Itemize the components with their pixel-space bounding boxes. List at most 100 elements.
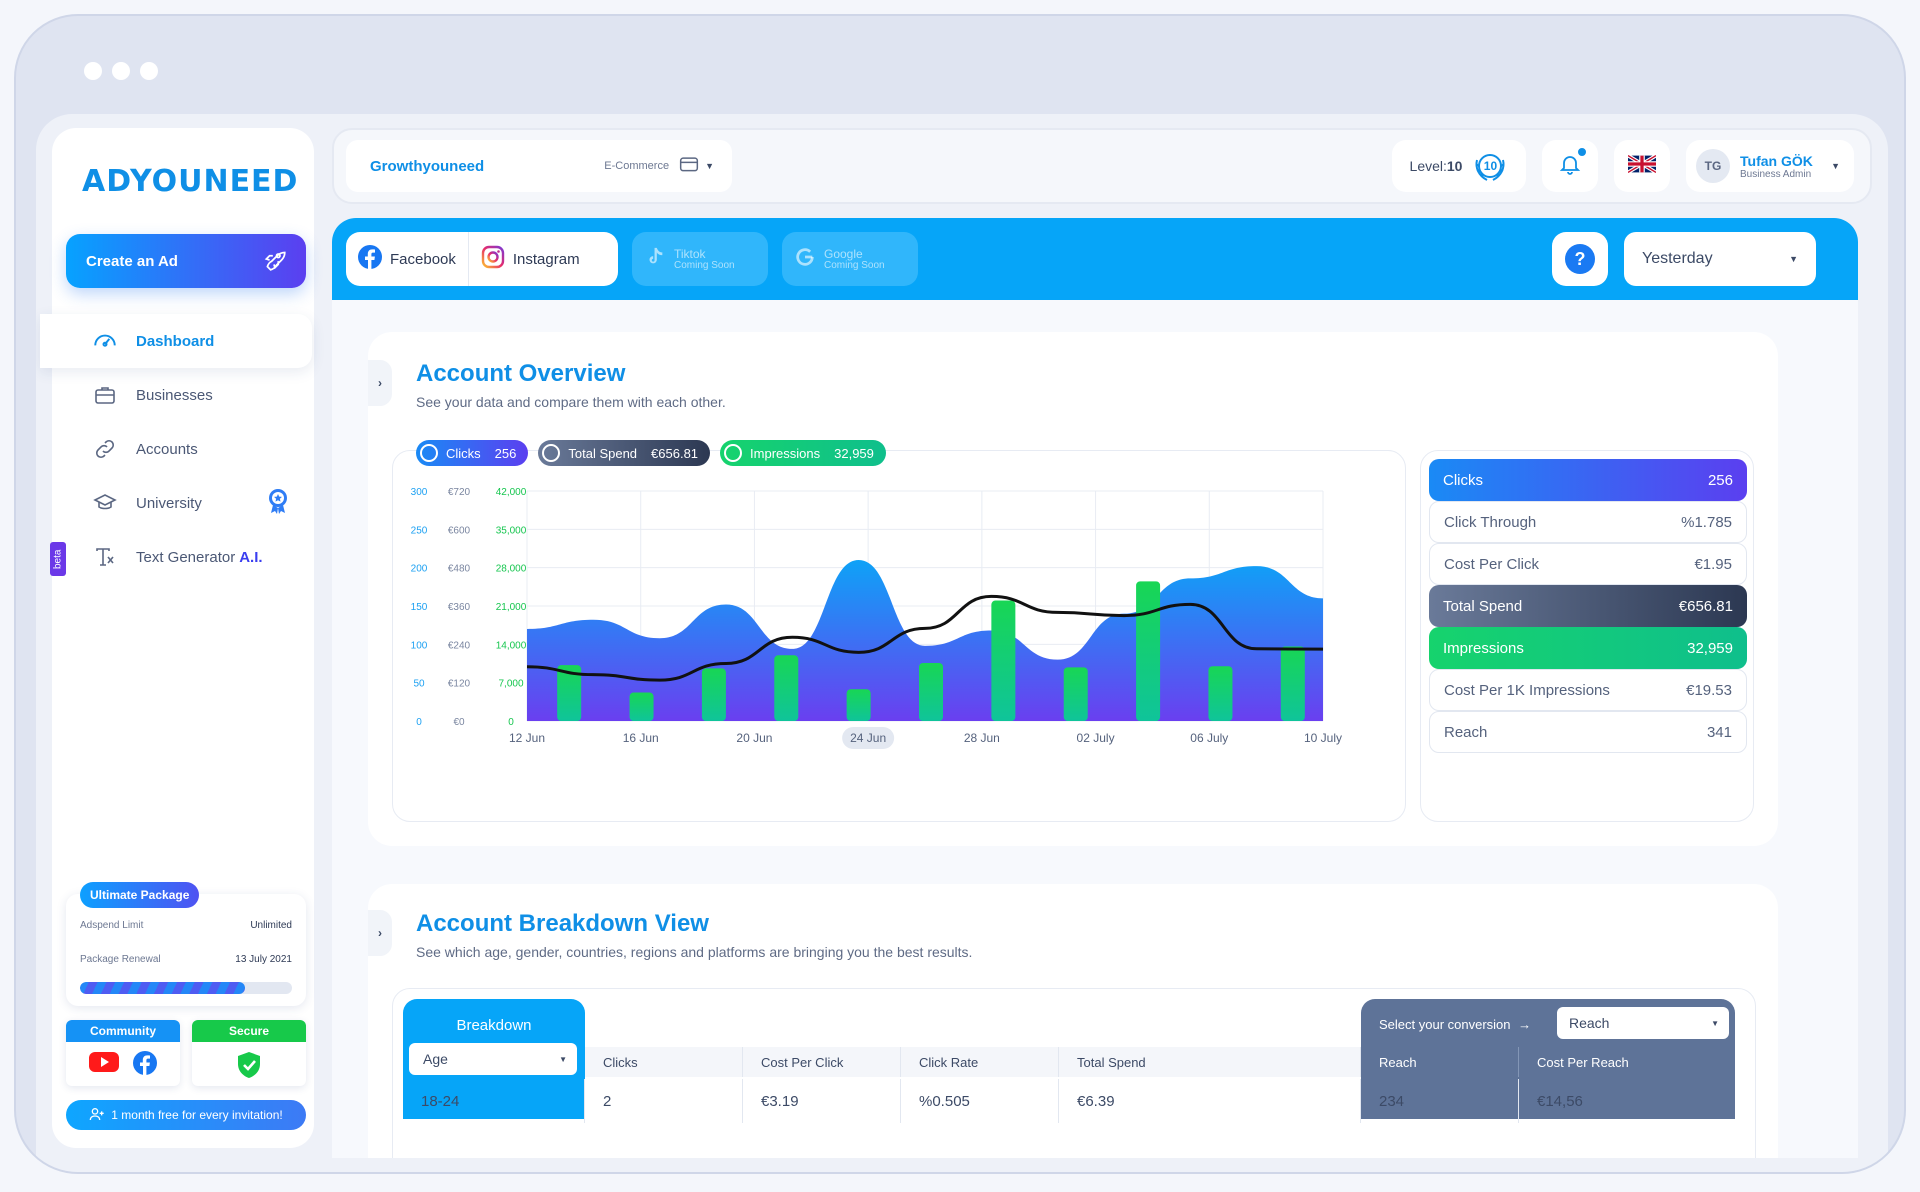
invite-button[interactable]: 1 month free for every invitation!: [66, 1100, 306, 1130]
create-ad-button[interactable]: Create an Ad: [66, 234, 306, 288]
y-tick-label: 200: [411, 564, 428, 575]
package-progress-bar: [80, 982, 292, 994]
text-tool-icon: [92, 544, 118, 570]
chevron-down-icon: ▼: [1711, 1018, 1719, 1028]
y-tick-label: 7,000: [498, 679, 523, 690]
tab-facebook[interactable]: Facebook: [346, 232, 468, 286]
collapse-toggle[interactable]: ›: [368, 360, 392, 406]
column-header[interactable]: Total Spend: [1059, 1047, 1361, 1077]
account-breakdown-card: › Account Breakdown View See which age, …: [368, 884, 1778, 1158]
metric-total-spend[interactable]: Total Spend €656.81: [1429, 585, 1747, 627]
adspend-limit-row: Adspend Limit Unlimited: [80, 920, 292, 931]
mail-icon: [679, 155, 699, 177]
column-header[interactable]: Click Rate: [901, 1047, 1059, 1077]
metric-clicks[interactable]: Clicks 256: [1429, 459, 1747, 501]
beta-tag: beta: [50, 542, 66, 576]
chevron-down-icon: ▼: [1831, 161, 1840, 171]
metric-impressions[interactable]: Impressions 32,959: [1429, 627, 1747, 669]
x-tick-label: 20 Jun: [736, 731, 772, 745]
chevron-down-icon: ▼: [559, 1054, 567, 1064]
user-role: Business Admin: [1740, 168, 1812, 180]
help-button[interactable]: ?: [1552, 232, 1608, 286]
collapse-toggle[interactable]: ›: [368, 910, 392, 956]
level-indicator[interactable]: Level:10 10: [1392, 140, 1526, 192]
metric-click-through[interactable]: Click Through %1.785: [1429, 501, 1747, 543]
facebook-icon[interactable]: [133, 1051, 157, 1080]
package-card: Ultimate Package Adspend Limit Unlimited…: [66, 882, 306, 1006]
date-range-select[interactable]: Yesterday ▼: [1624, 232, 1816, 286]
metric-label: Clicks: [1443, 471, 1483, 489]
sidebar-item-label: Businesses: [136, 386, 213, 404]
column-header[interactable]: Cost Per Click: [743, 1047, 901, 1077]
sidebar-item-accounts[interactable]: Accounts: [52, 422, 314, 476]
business-selector[interactable]: Growthyouneed E-Commerce ▼: [346, 140, 732, 192]
table-row-group: 18-24: [403, 1079, 585, 1123]
sidebar-item-university[interactable]: University: [52, 476, 314, 530]
package-progress-fill: [80, 982, 246, 994]
y-tick-label: €0: [453, 717, 465, 728]
breakdown-title: Account Breakdown View: [416, 910, 709, 937]
y-tick-label: 0: [416, 717, 422, 728]
column-header[interactable]: Cost Per Reach: [1519, 1047, 1735, 1077]
tab-label: Google: [824, 246, 863, 261]
table-cell: €6.39: [1059, 1079, 1361, 1123]
tab-instagram[interactable]: Instagram: [467, 232, 592, 286]
metric-reach[interactable]: Reach 341: [1429, 711, 1747, 753]
x-tick-label: 24 Jun: [850, 731, 886, 745]
main-content: Facebook Instagram Tiktok Coming Soon: [332, 218, 1858, 1158]
metric-label: Total Spend: [1443, 597, 1523, 615]
sidebar-item-text-generator[interactable]: beta Text Generator A.I.: [50, 530, 314, 584]
breakdown-subtitle: See which age, gender, countries, region…: [416, 944, 973, 960]
sidebar-item-dashboard[interactable]: Dashboard: [40, 314, 312, 368]
metric-cost-per-click[interactable]: Cost Per Click €1.95: [1429, 543, 1747, 585]
y-tick-label: 35,000: [496, 525, 527, 536]
rocket-icon: [262, 246, 288, 276]
column-header[interactable]: Reach: [1361, 1047, 1519, 1077]
top-bar: Growthyouneed E-Commerce ▼ Level:10 10: [332, 128, 1872, 204]
community-label: Community: [66, 1020, 180, 1042]
breakdown-tab: Breakdown Age ▼: [403, 999, 585, 1119]
user-menu[interactable]: TG Tufan GÖK Business Admin ▼: [1686, 140, 1854, 192]
level-value: 10: [1446, 158, 1463, 174]
toggle-clicks[interactable]: Clicks 256: [416, 440, 529, 466]
metric-value: €656.81: [1678, 597, 1733, 615]
impressions-bar: [1136, 581, 1161, 721]
conversion-select[interactable]: Reach ▼: [1557, 1007, 1729, 1039]
pill-value: €656.81: [651, 445, 699, 461]
account-overview-card: › Account Overview See your data and com…: [368, 332, 1778, 846]
toggle-total-spend[interactable]: Total Spend €656.81: [538, 440, 711, 466]
overview-subtitle: See your data and compare them with each…: [416, 394, 726, 410]
metric-label: Click Through: [1444, 513, 1537, 531]
y-tick-label: €720: [448, 487, 471, 498]
breakdown-table: Breakdown Age ▼ Select your conversion →…: [392, 988, 1756, 1158]
sidebar-item-businesses[interactable]: Businesses: [52, 368, 314, 422]
table-cell: 234: [1361, 1079, 1519, 1123]
overview-chart: 300 250 200 150 100 50 0 €720 €600 €480 €360 €240 €1…: [411, 487, 1342, 749]
impressions-bar: [991, 600, 1016, 721]
metric-label: Cost Per 1K Impressions: [1444, 681, 1610, 699]
spend-line: [526, 594, 1324, 682]
notifications-button[interactable]: [1542, 140, 1598, 192]
coming-soon-label: Coming Soon: [674, 259, 735, 271]
secure-box: Secure: [192, 1020, 306, 1086]
metric-label: Cost Per Click: [1444, 555, 1540, 573]
tab-google: Google Coming Soon: [782, 232, 918, 286]
y-tick-label: 100: [411, 640, 428, 651]
gauge-icon: [92, 328, 118, 354]
pill-label: Impressions: [750, 445, 821, 461]
package-renewal-label: Package Renewal: [80, 954, 161, 965]
laurel-badge-icon: 10: [1472, 148, 1508, 184]
business-name: Growthyouneed: [370, 157, 485, 175]
breakdown-by-select[interactable]: Age ▼: [409, 1043, 577, 1075]
y-tick-label: €360: [448, 602, 471, 613]
youtube-icon[interactable]: [89, 1051, 119, 1080]
metric-cost-per-1k[interactable]: Cost Per 1K Impressions €19.53: [1429, 669, 1747, 711]
metric-label: Reach: [1444, 723, 1488, 741]
package-renewal-value: 13 July 2021: [235, 954, 292, 965]
brand-logo[interactable]: ADYOUNEED: [82, 164, 299, 199]
pill-value: 256: [494, 445, 517, 461]
toggle-impressions[interactable]: Impressions 32,959: [720, 440, 886, 466]
language-selector[interactable]: [1614, 140, 1670, 192]
column-header[interactable]: Clicks: [585, 1047, 743, 1077]
graduation-cap-icon: [92, 490, 118, 516]
